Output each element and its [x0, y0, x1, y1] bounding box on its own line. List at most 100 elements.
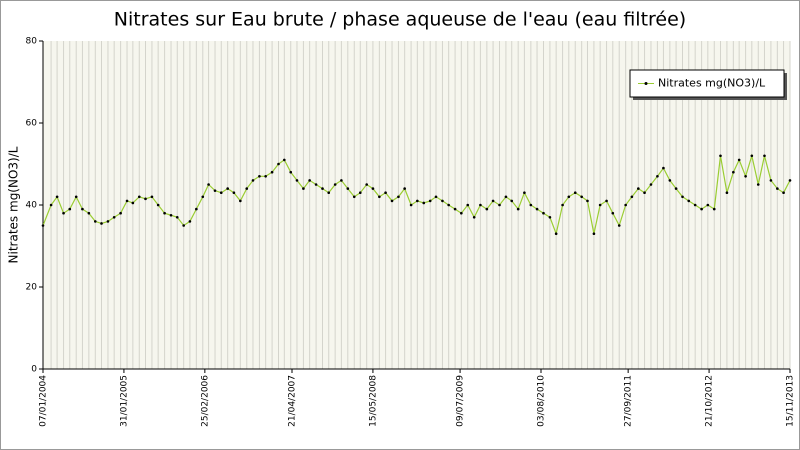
data-point [62, 211, 65, 215]
data-point [302, 187, 305, 190]
data-point [213, 189, 217, 192]
data-point [321, 187, 324, 190]
data-point [175, 216, 179, 219]
data-point [144, 197, 147, 201]
legend-marker [644, 82, 648, 85]
data-point [712, 207, 716, 211]
data-point [295, 179, 299, 182]
data-point [725, 191, 729, 194]
data-point [131, 201, 135, 205]
data-point [358, 191, 362, 194]
data-point [668, 179, 672, 182]
y-tick-label: 80 [26, 37, 38, 47]
data-point [700, 207, 703, 211]
data-point [169, 213, 173, 217]
y-tick-label: 40 [26, 201, 38, 211]
x-tick-label: 15/05/2008 [368, 375, 378, 427]
x-tick-label: 15/11/2013 [786, 375, 796, 427]
data-point [491, 199, 495, 203]
y-tick-label: 60 [26, 119, 38, 129]
data-point [630, 195, 634, 199]
data-point [744, 175, 747, 178]
data-point [422, 201, 426, 205]
data-point [592, 232, 596, 235]
data-point [535, 207, 539, 211]
data-point [586, 199, 589, 203]
data-point [453, 207, 457, 211]
data-point [49, 203, 53, 207]
data-point [239, 199, 242, 203]
legend-label: Nitrates mg(NO3)/L [658, 77, 766, 90]
data-point [498, 203, 501, 207]
data-point [150, 195, 154, 199]
data-point [542, 211, 545, 215]
data-point [611, 211, 615, 215]
data-point [384, 191, 387, 194]
data-point [258, 175, 261, 178]
data-point [643, 191, 646, 194]
data-point [270, 170, 274, 174]
data-point [460, 211, 463, 215]
data-point [283, 158, 286, 162]
data-point [649, 183, 653, 186]
legend: Nitrates mg(NO3)/L [629, 69, 787, 100]
data-point [346, 187, 350, 190]
data-point [434, 195, 438, 199]
data-point [137, 195, 141, 199]
data-point [106, 220, 110, 223]
data-point [523, 191, 526, 194]
data-point [466, 203, 470, 207]
data-point [112, 216, 116, 219]
data-point [617, 224, 621, 227]
data-point [68, 207, 72, 211]
x-tick-label: 21/04/2007 [288, 375, 298, 427]
data-point [706, 203, 710, 207]
x-tick-label: 03/08/2010 [537, 375, 547, 427]
data-point [756, 183, 760, 186]
data-point [409, 203, 413, 207]
data-point [598, 203, 602, 207]
data-point [485, 207, 489, 211]
data-point [207, 183, 210, 186]
data-point [776, 187, 779, 190]
data-point [637, 187, 640, 190]
data-point [605, 199, 608, 203]
data-point [289, 170, 293, 174]
y-tick-label: 20 [26, 283, 38, 293]
data-point [416, 199, 419, 203]
data-point [403, 187, 406, 190]
data-point [371, 187, 375, 190]
data-point [763, 154, 766, 158]
data-point [580, 195, 583, 199]
data-point [504, 195, 508, 199]
data-point [674, 187, 678, 190]
data-point [782, 191, 785, 194]
data-point [750, 154, 754, 158]
x-tick-label: 31/01/2005 [119, 375, 129, 427]
data-point [510, 199, 514, 203]
data-point [163, 211, 166, 215]
data-point [219, 191, 223, 194]
data-point [156, 203, 160, 207]
data-point [662, 166, 665, 170]
data-point [251, 179, 255, 182]
data-point [441, 199, 444, 203]
data-point [55, 195, 59, 199]
data-point [201, 195, 205, 199]
data-point [567, 195, 571, 199]
data-point [74, 195, 78, 199]
data-point [93, 220, 97, 223]
data-point [264, 175, 267, 178]
data-point [732, 170, 735, 174]
data-point [232, 191, 236, 194]
data-point [390, 199, 394, 203]
data-point [195, 207, 198, 211]
data-point [87, 211, 91, 215]
data-point [561, 203, 564, 207]
x-tick-label: 27/09/2011 [624, 375, 634, 427]
data-point [365, 183, 369, 186]
x-tick-label: 25/02/2006 [200, 375, 210, 427]
data-point [81, 207, 84, 211]
data-point [769, 179, 773, 182]
